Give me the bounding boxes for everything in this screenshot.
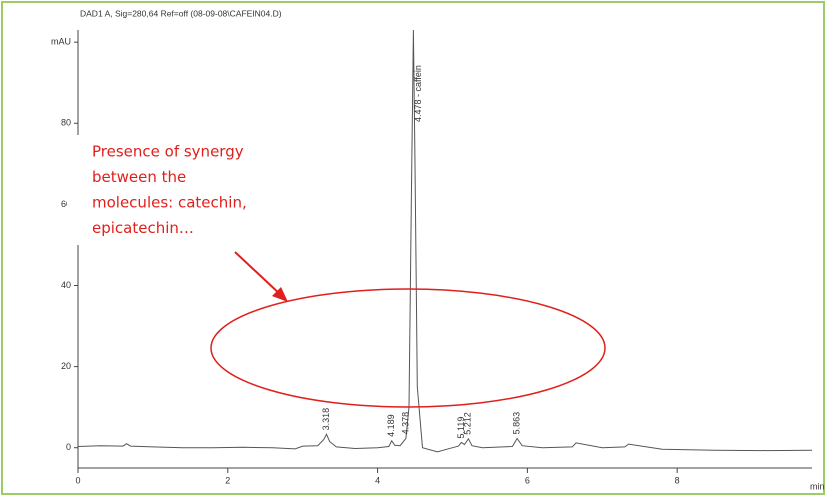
peak-label: 3.318 (321, 408, 331, 431)
y-tick-label: 80 (61, 118, 71, 128)
peak-label: 5.863 (512, 412, 522, 435)
chart-title: DAD1 A, Sig=280,64 Ref=off (08-09-08\CAF… (80, 8, 282, 18)
chromatogram-line (77, 29, 813, 453)
annotation-text: epicatechin… (92, 219, 194, 237)
annotation-ellipse (210, 288, 606, 408)
annotation-background (67, 135, 289, 245)
annotation-text: molecules: catechin, (92, 194, 247, 212)
x-axis-label: min (810, 481, 825, 491)
annotation-text: between the (92, 168, 186, 186)
x-tick-label: 6 (525, 475, 530, 485)
y-tick-label: 0 (66, 442, 71, 452)
x-tick-label: 2 (225, 475, 230, 485)
peak-label: 4.378 (400, 412, 410, 435)
y-tick-label: 40 (61, 280, 71, 290)
y-tick-label: mAU (51, 37, 71, 47)
y-tick-label: 60 (61, 199, 71, 209)
x-tick-label: 8 (675, 475, 680, 485)
y-tick-label: 20 (61, 361, 71, 371)
peak-label: 4.478 - caffein (413, 65, 423, 122)
peak-label: 5.212 (463, 412, 473, 435)
peak-label: 5.119 (456, 417, 466, 439)
annotation-arrowhead (272, 287, 288, 302)
annotation-arrow (234, 251, 283, 297)
peak-label: 4.189 (386, 414, 396, 437)
x-tick-label: 0 (75, 475, 80, 485)
annotation-text: Presence of synergy (92, 143, 244, 161)
x-tick-label: 4 (375, 475, 380, 485)
